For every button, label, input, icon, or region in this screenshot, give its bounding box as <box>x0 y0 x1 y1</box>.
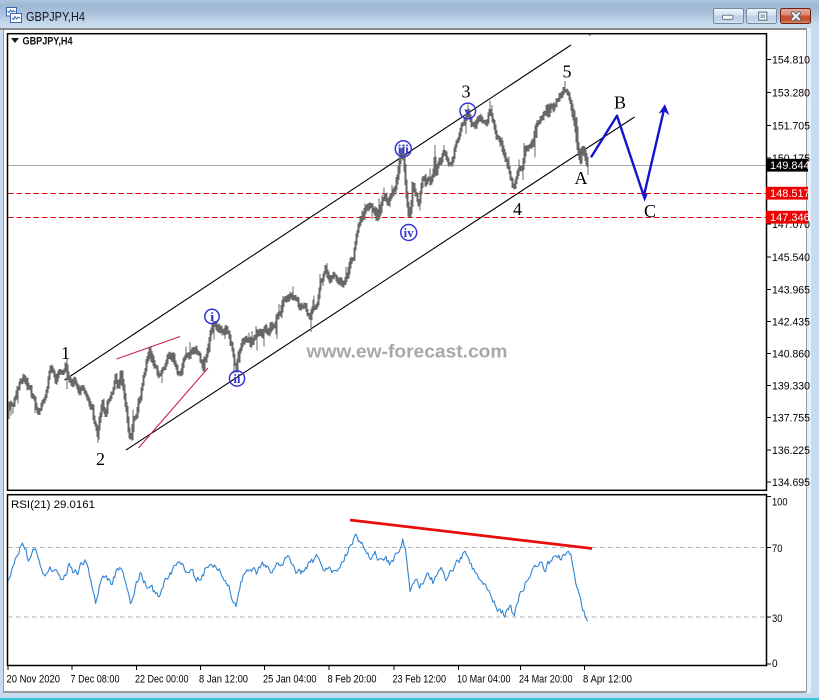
svg-text:4: 4 <box>513 199 522 219</box>
svg-text:151.705: 151.705 <box>772 120 810 132</box>
svg-text:136.225: 136.225 <box>772 445 810 457</box>
svg-text:100: 100 <box>772 496 788 508</box>
svg-text:153.280: 153.280 <box>772 87 810 99</box>
svg-text:134.695: 134.695 <box>772 477 810 489</box>
svg-text:139.330: 139.330 <box>772 380 810 392</box>
svg-text:2: 2 <box>96 449 105 469</box>
svg-text:8 Jan 12:00: 8 Jan 12:00 <box>199 674 248 686</box>
svg-text:0: 0 <box>772 658 778 670</box>
svg-text:10 Mar 04:00: 10 Mar 04:00 <box>457 674 511 686</box>
svg-text:7 Dec 08:00: 7 Dec 08:00 <box>71 674 120 686</box>
svg-text:iii: iii <box>398 142 410 156</box>
svg-text:8 Apr 12:00: 8 Apr 12:00 <box>583 674 632 686</box>
svg-text:ii: ii <box>234 372 241 386</box>
svg-text:137.755: 137.755 <box>772 412 810 424</box>
svg-text:C: C <box>644 201 656 221</box>
svg-text:5: 5 <box>563 62 572 82</box>
svg-text:147.346: 147.346 <box>770 212 810 224</box>
svg-text:20 Nov 2020: 20 Nov 2020 <box>7 674 61 686</box>
svg-text:70: 70 <box>772 543 783 555</box>
svg-text:30: 30 <box>772 613 783 625</box>
svg-text:154.810: 154.810 <box>772 54 810 66</box>
svg-text:24 Mar 20:00: 24 Mar 20:00 <box>519 674 573 686</box>
svg-text:GBPJPY,H4: GBPJPY,H4 <box>26 9 85 24</box>
svg-text:A: A <box>575 168 588 188</box>
svg-text:149.844: 149.844 <box>770 160 810 172</box>
svg-text:25 Jan 04:00: 25 Jan 04:00 <box>263 674 317 686</box>
svg-text:i: i <box>210 310 214 324</box>
svg-text:145.540: 145.540 <box>772 252 810 264</box>
svg-text:v: v <box>464 105 471 119</box>
svg-text:142.435: 142.435 <box>772 316 810 328</box>
svg-text:www.ew-forecast.com: www.ew-forecast.com <box>305 341 507 362</box>
svg-text:GBPJPY,H4: GBPJPY,H4 <box>23 36 74 48</box>
svg-text:140.860: 140.860 <box>772 348 810 360</box>
svg-text:iv: iv <box>404 226 415 240</box>
svg-text:8 Feb 20:00: 8 Feb 20:00 <box>328 674 377 686</box>
svg-text:143.965: 143.965 <box>772 284 810 296</box>
svg-text:RSI(21) 29.0161: RSI(21) 29.0161 <box>11 499 95 511</box>
svg-text:3: 3 <box>462 82 471 102</box>
svg-text:23 Feb 12:00: 23 Feb 12:00 <box>393 674 447 686</box>
svg-text:148.517: 148.517 <box>770 188 810 200</box>
svg-text:1: 1 <box>61 343 70 363</box>
svg-text:22 Dec 00:00: 22 Dec 00:00 <box>135 674 189 686</box>
svg-text:B: B <box>614 93 626 113</box>
